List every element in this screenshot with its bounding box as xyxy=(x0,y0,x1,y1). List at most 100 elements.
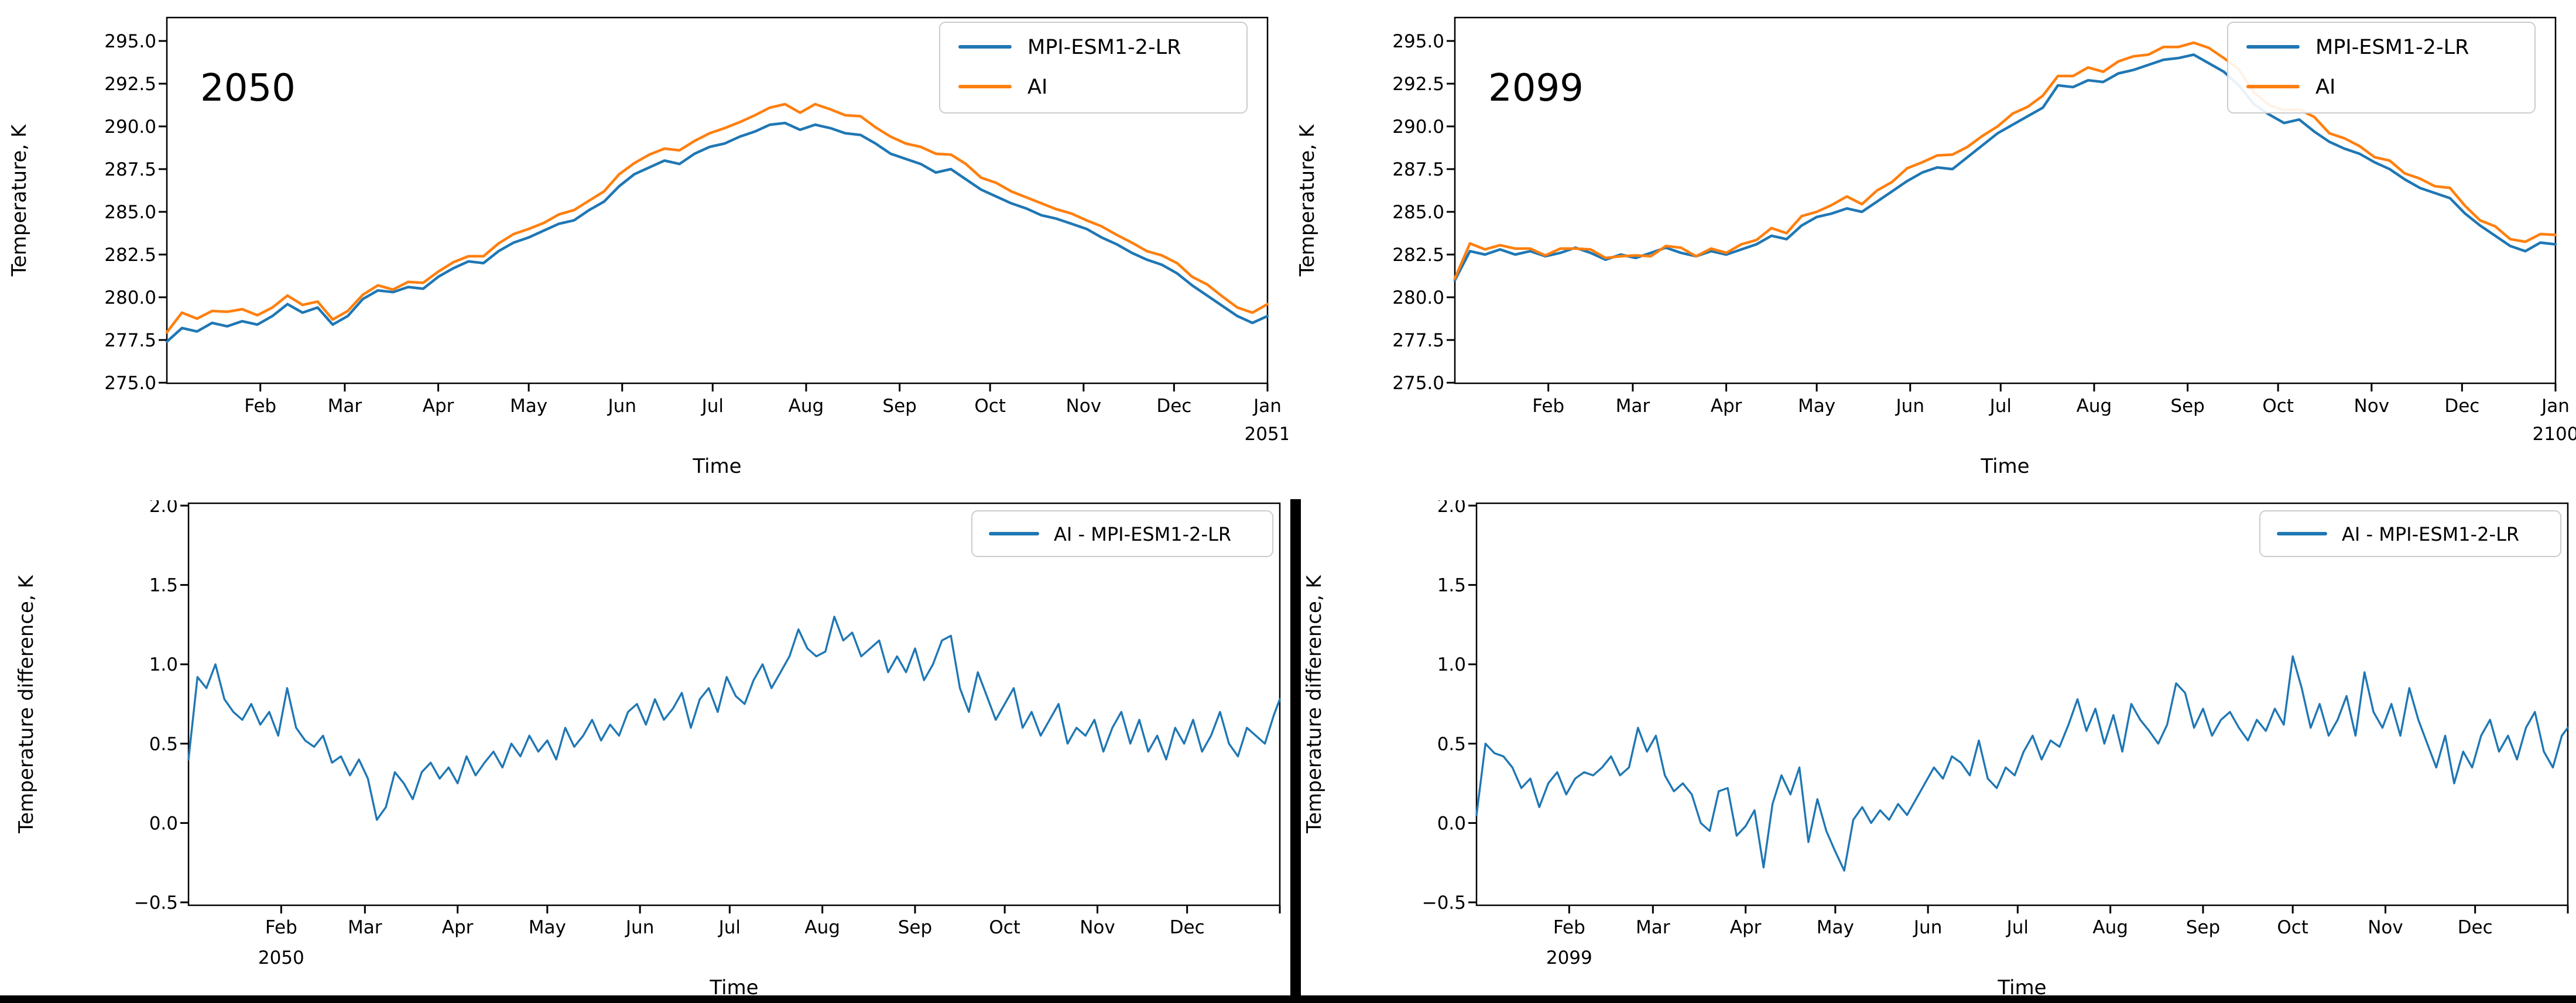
x-tick-label: Apr xyxy=(423,396,454,417)
x-tick-label: Oct xyxy=(989,917,1020,938)
chart-difference-2099: −0.5 0.0 0.5 1.0 1.5 2.0 Feb 2099 Mar Apr May Jun Ju… xyxy=(1303,500,2569,999)
x-axis-title: Time xyxy=(1980,455,2029,478)
x-tick-label: May xyxy=(1817,917,1854,938)
chart-temperature-2099: 275.0 277.5 280.0 282.5 285.0 287.5 290.0 292.5… xyxy=(1296,16,2576,478)
x-tick-label: May xyxy=(529,917,566,938)
legend-label: AI xyxy=(2315,75,2335,99)
chart-temperature-2050: 275.0 277.5 280.0 282.5 285.0 287.5 290.0 292.5… xyxy=(8,16,1288,478)
y-tick-label: 295.0 xyxy=(1392,31,1444,52)
x-tick-label: Oct xyxy=(2262,396,2294,417)
y-tick-label: 0.5 xyxy=(1437,734,1466,755)
x-tick-label: Dec xyxy=(2458,917,2493,938)
y-tick-label: 0.0 xyxy=(1437,813,1466,834)
x-tick-label: Nov xyxy=(2354,396,2390,417)
y-axis-title: Temperature difference, K xyxy=(1303,574,1326,833)
x-tick-label: Jul xyxy=(2006,917,2029,938)
panel-divider xyxy=(1290,499,1301,1003)
y-tick-label: 285.0 xyxy=(1392,202,1444,223)
x-tick-year-label: 2050 xyxy=(258,947,304,968)
series-line-1 xyxy=(1453,41,2557,280)
x-tick-label: Apr xyxy=(1730,917,1762,938)
panel-temperature-2099: 275.0 277.5 280.0 282.5 285.0 287.5 290.0 292.5… xyxy=(1288,0,2576,500)
y-tick-label: 290.0 xyxy=(104,116,156,138)
x-tick-label: Aug xyxy=(2092,917,2128,938)
x-tick-label: Aug xyxy=(804,917,840,938)
x-tick-label: Feb xyxy=(244,396,276,417)
x-tick-label: Feb xyxy=(1532,396,1564,417)
x-tick-label: Mar xyxy=(328,396,362,417)
y-tick-label: 292.5 xyxy=(1392,74,1444,95)
x-tick-label: Jan xyxy=(1252,396,1282,417)
x-tick-label: Sep xyxy=(2186,917,2220,938)
y-tick-label: 282.5 xyxy=(104,245,156,266)
x-tick-label: Oct xyxy=(974,396,1006,417)
y-tick-label: 275.0 xyxy=(1392,373,1444,394)
y-tick-label: 277.5 xyxy=(104,330,156,351)
legend-box xyxy=(2227,22,2536,114)
legend-box xyxy=(971,510,1273,557)
y-tick-label: 0.0 xyxy=(149,813,178,834)
y-tick-label: 1.0 xyxy=(149,654,178,675)
x-tick-label: Apr xyxy=(1711,396,1742,417)
x-tick-label: Mar xyxy=(1616,396,1650,417)
plot-box xyxy=(187,502,1281,906)
x-tick-label: Nov xyxy=(2368,917,2403,938)
legend-label: MPI-ESM1-2-LR xyxy=(2315,36,2469,59)
y-tick-label: −0.5 xyxy=(134,892,178,913)
legend-box xyxy=(2259,510,2561,557)
x-tick-label: Jul xyxy=(718,917,741,938)
x-tick-label: Apr xyxy=(442,917,474,938)
y-tick-label: 282.5 xyxy=(1392,245,1444,266)
series-line-1 xyxy=(165,102,1269,334)
series-line-0 xyxy=(187,616,1281,821)
y-axis-title: Temperature, K xyxy=(8,123,31,277)
x-tick-year-label: 2100 xyxy=(2533,424,2576,445)
x-tick-label: Aug xyxy=(2077,396,2112,417)
y-tick-label: 1.0 xyxy=(1437,654,1466,675)
year-annotation: 2050 xyxy=(200,67,296,110)
y-tick-label: 280.0 xyxy=(104,287,156,308)
y-tick-label: 287.5 xyxy=(1392,159,1444,180)
year-annotation: 2099 xyxy=(1488,67,1584,110)
x-tick-label: Aug xyxy=(789,396,824,417)
panel-temperature-2050: 275.0 277.5 280.0 282.5 285.0 287.5 290.0 292.5… xyxy=(0,0,1288,500)
y-tick-label: 0.5 xyxy=(149,734,178,755)
y-tick-label: 2.0 xyxy=(149,500,178,517)
panel-difference-2050: −0.5 0.0 0.5 1.0 1.5 2.0 Feb 2050 Mar Apr May Jun Ju… xyxy=(0,500,1288,1003)
y-tick-label: 290.0 xyxy=(1392,116,1444,138)
x-axis-title: Time xyxy=(692,455,741,478)
y-tick-label: 295.0 xyxy=(104,31,156,52)
bottom-border xyxy=(0,995,2576,1003)
x-tick-label: Mar xyxy=(348,917,382,938)
plot-box xyxy=(166,16,1269,384)
plot-box xyxy=(1454,16,2557,384)
panel-difference-2099: −0.5 0.0 0.5 1.0 1.5 2.0 Feb 2099 Mar Apr May Jun Ju… xyxy=(1288,500,2576,1003)
legend-box xyxy=(939,22,1248,114)
x-tick-label: Sep xyxy=(898,917,932,938)
x-tick-label: Dec xyxy=(1156,396,1191,417)
y-axis-title: Temperature difference, K xyxy=(15,574,38,833)
y-tick-label: 285.0 xyxy=(104,202,156,223)
x-tick-label: Jan xyxy=(2540,396,2570,417)
y-tick-label: 275.0 xyxy=(104,373,156,394)
y-tick-label: 287.5 xyxy=(104,159,156,180)
chart-difference-2050: −0.5 0.0 0.5 1.0 1.5 2.0 Feb 2050 Mar Apr May Jun Ju… xyxy=(15,500,1281,999)
x-tick-label: Feb xyxy=(1553,917,1585,938)
x-tick-label: Jun xyxy=(1895,396,1924,417)
plot-box xyxy=(1475,502,2569,906)
x-tick-label: Oct xyxy=(2277,917,2308,938)
legend-label: AI xyxy=(1027,75,1047,99)
x-tick-label: Jun xyxy=(1913,917,1942,938)
x-tick-year-label: 2051 xyxy=(1245,424,1288,445)
x-tick-label: Dec xyxy=(2444,396,2479,417)
x-tick-label: Sep xyxy=(2170,396,2204,417)
x-tick-label: Feb xyxy=(265,917,297,938)
y-tick-label: 280.0 xyxy=(1392,287,1444,308)
x-tick-year-label: 2099 xyxy=(1546,947,1592,968)
series-line-0 xyxy=(1453,53,2557,282)
y-tick-label: 277.5 xyxy=(1392,330,1444,351)
y-tick-label: 1.5 xyxy=(149,575,178,596)
y-tick-label: −0.5 xyxy=(1422,892,1466,913)
legend-label: AI - MPI-ESM1-2-LR xyxy=(1054,523,1231,545)
